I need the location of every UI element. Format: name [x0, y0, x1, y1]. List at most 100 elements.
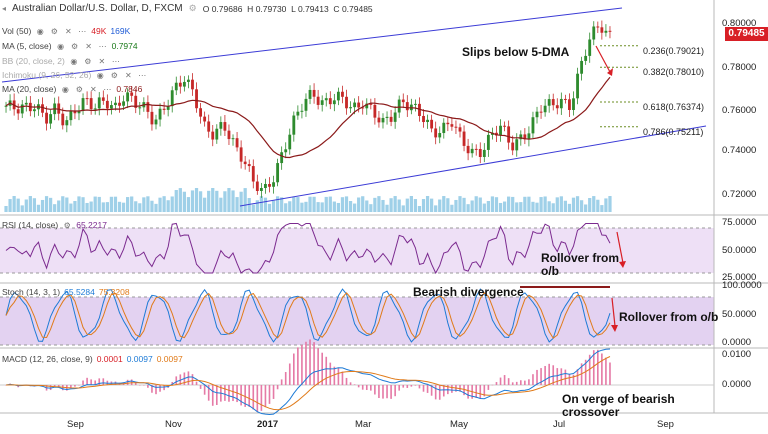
candle-body — [292, 115, 296, 135]
macd-histogram-bar — [357, 385, 360, 388]
volume-bar — [170, 196, 174, 212]
eye-icon[interactable]: ◉ — [96, 70, 104, 80]
candle-body — [413, 103, 417, 105]
rsi-tick: 25.0000 — [722, 272, 757, 283]
macd-histogram-bar — [349, 382, 352, 385]
stoch-legend[interactable]: Stoch (14, 3, 1) 65.5284 75.3208 — [2, 287, 130, 297]
candle-body — [430, 119, 434, 129]
volume-bar — [563, 200, 568, 212]
candle-body — [114, 102, 117, 106]
macd-histogram-bar — [426, 385, 429, 393]
candle-body — [523, 134, 527, 140]
macd-histogram-bar — [491, 384, 494, 386]
candle-body — [385, 116, 389, 118]
volume-bar — [547, 201, 551, 212]
annotation-slips: Slips below 5-DMA — [462, 45, 570, 59]
volume-bar — [231, 190, 235, 212]
candle-body — [515, 139, 519, 151]
volume-bar — [284, 203, 288, 212]
candle-body — [341, 91, 344, 97]
macd-histogram-bar — [268, 385, 271, 404]
macd-legend[interactable]: MACD (12, 26, close, 9) 0.0001 0.0097 0.… — [2, 354, 183, 364]
settings-icon[interactable]: ⚙ — [75, 84, 83, 94]
macd-histogram-bar — [224, 385, 226, 401]
volume-bar — [267, 203, 272, 212]
macd-histogram-bar — [398, 385, 401, 391]
eye-icon[interactable]: ◉ — [36, 26, 44, 36]
close-icon[interactable]: ✕ — [89, 84, 97, 94]
candle-body — [535, 111, 539, 118]
volume-bar — [442, 196, 446, 212]
macd-histogram-bar — [487, 385, 490, 390]
rsi-legend[interactable]: RSI (14, close) ⚙ 65.2217 — [2, 220, 107, 230]
macd-histogram-bar — [544, 365, 546, 385]
more-icon[interactable]: ⋯ — [111, 56, 120, 66]
volume-bar — [462, 197, 466, 212]
volume-bar — [425, 196, 430, 212]
indicator-legend-row[interactable]: MA (20, close) ◉ ⚙ ✕ ⋯ 0.7846 — [2, 83, 142, 96]
volume-bar — [543, 196, 547, 212]
macd-tick: 0.0100 — [722, 349, 752, 360]
candle-body — [458, 127, 462, 132]
close-icon[interactable]: ✕ — [85, 41, 92, 51]
eye-icon[interactable]: ◉ — [70, 56, 78, 66]
rsi-line — [5, 222, 611, 275]
collapse-icon[interactable]: ◂ — [2, 4, 7, 13]
macd-histogram-bar — [199, 385, 202, 389]
candle-body — [499, 125, 502, 136]
close-icon[interactable]: ✕ — [64, 26, 72, 36]
candle-body — [280, 152, 284, 164]
volume-bar — [198, 191, 203, 212]
more-icon[interactable]: ⋯ — [103, 84, 112, 94]
settings-icon[interactable]: ⚙ — [84, 56, 92, 66]
volume-bar — [81, 197, 85, 212]
close-icon[interactable]: ✕ — [124, 70, 132, 80]
close-icon[interactable]: ✕ — [98, 56, 106, 66]
indicator-legend-row[interactable]: BB (20, close, 2) ◉ ⚙ ✕ ⋯ — [2, 55, 121, 68]
eye-icon[interactable]: ◉ — [61, 84, 69, 94]
macd-histogram-bar — [321, 352, 323, 385]
stoch-tick: 50.0000 — [722, 309, 757, 320]
macd-histogram-bar — [130, 379, 133, 385]
candle-body — [600, 27, 604, 33]
volume-bar — [555, 197, 559, 212]
indicator-legend-row[interactable]: MA (5, close) ◉ ⚙ ✕ ⋯ 0.7974 — [2, 40, 138, 53]
volume-bar — [535, 202, 539, 212]
macd-histogram-bar — [463, 385, 465, 396]
macd-histogram-bar — [82, 380, 84, 385]
indicator-legend-row[interactable]: Ichimoku (9, 26, 52, 26) ◉ ⚙ ✕ ⋯ — [2, 69, 147, 82]
candle-body — [235, 138, 239, 148]
volume-bar — [369, 204, 373, 212]
volume-bar — [592, 196, 596, 212]
symbol-title[interactable]: Australian Dollar/U.S. Dollar, D, FXCM — [12, 3, 183, 14]
macd-histogram-bar — [414, 385, 417, 386]
macd-histogram-bar — [499, 377, 502, 385]
more-icon[interactable]: ⋯ — [78, 26, 87, 36]
y-tick: 0.74000 — [722, 145, 757, 156]
candle-body — [109, 105, 113, 109]
macd-histogram-bar — [442, 385, 445, 397]
eye-icon[interactable]: ◉ — [57, 41, 65, 51]
x-tick: Nov — [165, 419, 182, 430]
volume-bar — [300, 202, 304, 212]
settings-icon[interactable]: ⚙ — [63, 220, 71, 230]
settings-icon[interactable]: ⚙ — [110, 70, 118, 80]
settings-icon[interactable]: ⚙ — [50, 26, 58, 36]
indicator-legend-row[interactable]: Vol (50) ◉ ⚙ ✕ ⋯ 49K 169K — [2, 25, 130, 38]
upper-trendline[interactable] — [1, 7, 623, 83]
macd-histogram-bar — [601, 353, 603, 385]
settings-icon[interactable]: ⚙ — [71, 41, 79, 51]
lower-trendline[interactable] — [239, 125, 707, 207]
candle-body — [572, 98, 575, 111]
settings-icon[interactable]: ⚙ — [188, 3, 197, 13]
more-icon[interactable]: ⋯ — [98, 41, 107, 51]
volume-bar — [194, 188, 199, 212]
macd-histogram-bar — [345, 377, 348, 385]
more-icon[interactable]: ⋯ — [138, 70, 147, 80]
candle-body — [422, 115, 425, 123]
volume-bar — [588, 198, 592, 212]
candle-body — [215, 128, 219, 140]
volume-bar — [608, 196, 612, 212]
ohlc-readout: O 0.79686 H 0.79730 L 0.79413 C 0.79485 — [202, 3, 373, 14]
